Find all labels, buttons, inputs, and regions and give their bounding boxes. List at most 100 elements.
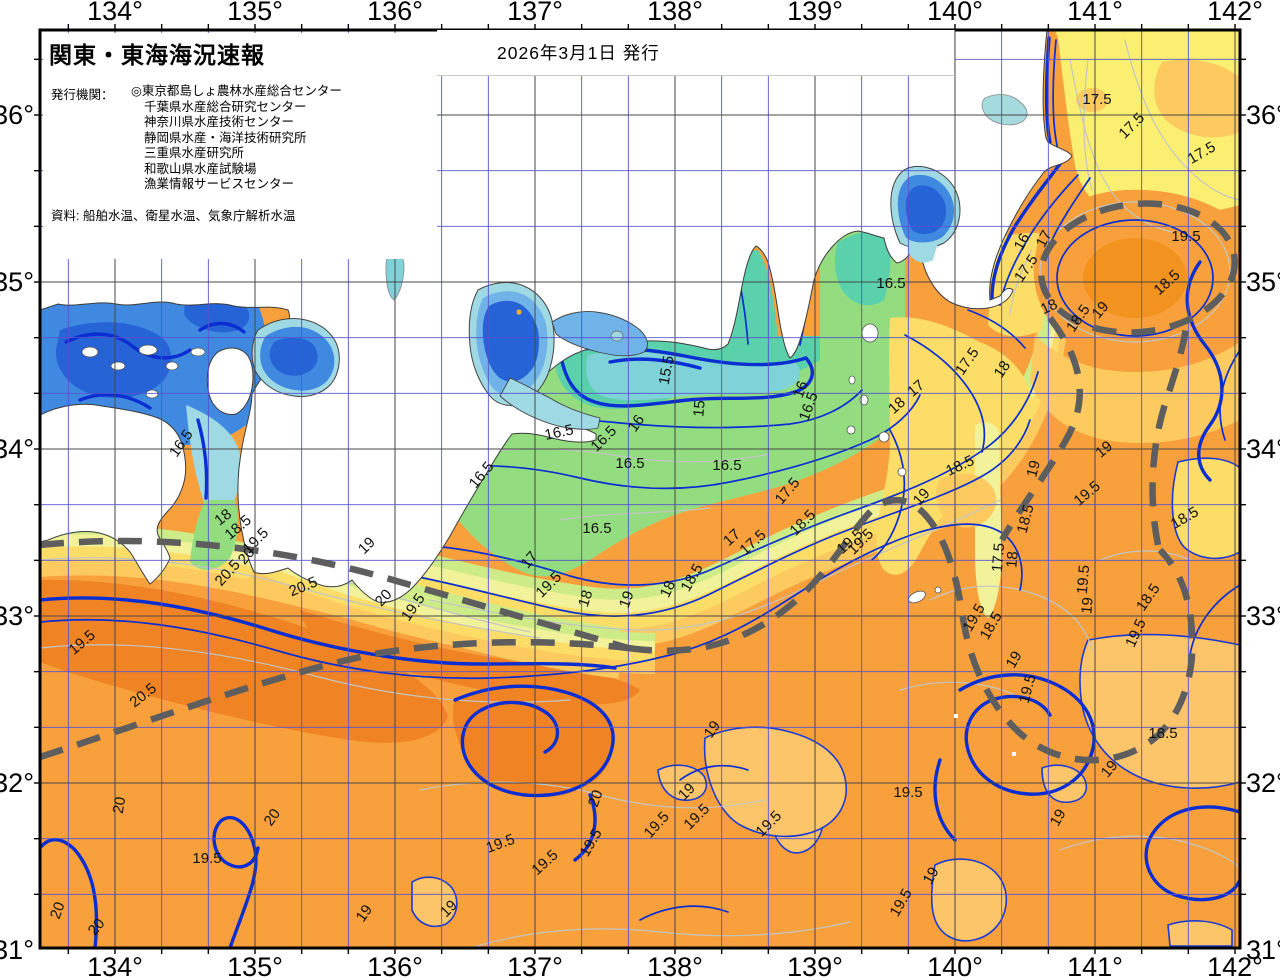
temp-label: 15: [690, 400, 708, 418]
isotherm-contour-bold: [40, 596, 617, 670]
island: [859, 394, 869, 406]
pale-tongue-izu: [975, 422, 1002, 618]
lat-label: 36°: [0, 100, 34, 130]
lat-label: 33°: [0, 601, 34, 631]
tokyo-bay-core: [905, 185, 947, 235]
temp-label: 18: [1003, 551, 1021, 569]
isotherm-contour-bold: [1144, 805, 1240, 902]
temp-label: 18: [575, 588, 596, 609]
pale-patch-east: [1171, 457, 1240, 560]
land-awaji: [206, 347, 254, 415]
title-panel: 関東・東海海況速報 発行機関： ◎東京都島しょ農林水産総合センター 千葉県水産総合…: [43, 33, 437, 259]
issuer-item: 千葉県水産総合研究センター: [144, 99, 307, 114]
temp-label: 20: [261, 806, 284, 829]
cool-patch: [703, 726, 847, 838]
warm-patch-bottom: [452, 686, 615, 797]
temp-label: 16.5: [582, 520, 611, 537]
lon-label: 137°: [507, 952, 563, 980]
lon-label: 142°: [1207, 952, 1263, 980]
tokyo-bay-mouth: [908, 243, 938, 263]
island: [934, 586, 942, 594]
temp-label: 17.5: [1082, 91, 1111, 108]
island: [846, 425, 856, 435]
temp-label: 15.5: [656, 354, 678, 386]
temp-label: 19: [920, 864, 943, 887]
lat-label: 34°: [1246, 434, 1280, 464]
cold-core-sagami: [834, 230, 891, 306]
lon-label: 138°: [647, 952, 703, 980]
lon-label: 140°: [927, 952, 983, 980]
temp-label: 16: [790, 379, 812, 400]
temp-label: 19: [353, 902, 376, 925]
isotherm-contour-bold: [990, 158, 1065, 300]
isotherm-contour: [967, 309, 1026, 349]
border-ticks: [34, 24, 1246, 954]
temp-label: 19.5: [192, 850, 221, 867]
temp-label: 19: [1023, 459, 1044, 480]
lon-label: 139°: [787, 0, 843, 26]
lat-label: 33°: [1246, 601, 1280, 631]
temp-label: 18: [657, 578, 679, 600]
temp-label: 19.5: [1074, 564, 1093, 595]
issue-date: 2026年3月1日 発行: [497, 43, 660, 63]
temp-label: 19.5: [1171, 228, 1200, 245]
ise-bay-core: [482, 300, 539, 382]
temp-label: 18: [1038, 296, 1060, 318]
isotherm-contour: [391, 419, 1031, 617]
isotherm-contour: [431, 394, 921, 490]
page-title: 関東・東海海況速報: [49, 42, 265, 68]
warm-band-kii: [300, 610, 640, 705]
island: [165, 361, 179, 371]
isotherm-contour-bold: [558, 346, 814, 408]
issuer-item: 静岡県水産・海洋技術研究所: [144, 130, 307, 145]
issuer-item: 三重県水産研究所: [144, 146, 245, 160]
lon-label: 140°: [927, 0, 983, 26]
isotherm-contour-bold: [933, 758, 957, 842]
ise-warm-dot: [516, 309, 522, 315]
lon-label: 135°: [227, 0, 283, 26]
cold-core-coastal: [586, 351, 801, 401]
temp-label: 19: [1003, 648, 1026, 671]
isotherm-contour-bold: [573, 793, 597, 862]
island: [897, 467, 907, 477]
island: [81, 346, 99, 358]
lat-label: 31°: [1246, 935, 1280, 965]
osaka-bay-core: [269, 337, 318, 376]
lon-label: 134°: [87, 952, 143, 980]
issuer-item: 漁業情報サービスセンター: [144, 177, 295, 191]
temp-label: 16.5: [615, 455, 644, 472]
issuer-label: 発行機関：: [51, 88, 114, 102]
issuer-list: ◎東京都島しょ農林水産総合センター 千葉県水産総合研究センター 神奈川県水産技術セン…: [131, 84, 342, 193]
island-izu-oshima: [861, 323, 879, 343]
temp-label: 18.5: [1148, 725, 1177, 742]
isotherm-contour-bold: [64, 332, 192, 360]
warm-ring-core: [1083, 238, 1187, 318]
mikawa-bay: [551, 311, 648, 357]
isotherm-contour: [679, 764, 749, 781]
amber-fringe: [936, 473, 997, 528]
temp-label: 16: [625, 412, 648, 435]
data-gap: [954, 714, 958, 718]
temp-label: 19: [1078, 597, 1096, 615]
temp-label: 16: [1011, 231, 1034, 254]
temp-label: 16.5: [543, 421, 575, 444]
lat-label: 35°: [1246, 267, 1280, 297]
isotherm-contour-bold: [453, 684, 615, 798]
amber-patch: [1154, 59, 1240, 138]
amber-band-ring-south: [1030, 335, 1240, 444]
isotherm-contour: [40, 523, 1023, 680]
isotherm-contour-bold: [212, 816, 260, 948]
temp-label: 17: [1033, 228, 1056, 251]
lon-label: 138°: [647, 0, 703, 26]
island: [145, 389, 159, 399]
warm-band-southwest: [40, 579, 448, 743]
lat-label: 32°: [1246, 768, 1280, 798]
temp-label: 18: [991, 358, 1014, 381]
temp-label: 18: [211, 506, 235, 530]
island: [848, 375, 856, 385]
date-box: 2026年3月1日 発行: [437, 30, 955, 76]
